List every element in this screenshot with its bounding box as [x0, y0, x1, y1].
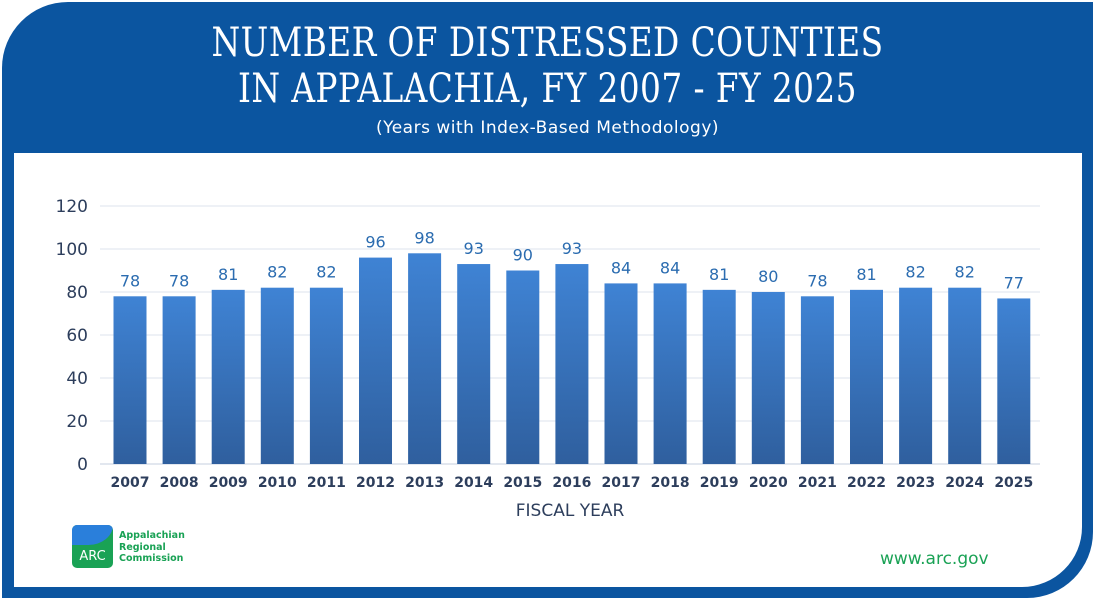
data-label: 82 [905, 263, 925, 282]
bar-2018 [653, 283, 687, 464]
data-label: 82 [955, 263, 975, 282]
bar-2023 [899, 287, 933, 464]
y-tick-label: 20 [66, 412, 88, 432]
bar-2017 [604, 283, 638, 464]
org-line-3: Commission [119, 553, 184, 564]
y-tick-label: 100 [56, 240, 88, 260]
x-tick-label: 2016 [552, 475, 591, 491]
x-tick-label: 2024 [945, 475, 984, 491]
x-tick-label: 2017 [602, 475, 641, 491]
bar-2019 [702, 289, 736, 464]
x-tick-label: 2008 [160, 475, 199, 491]
data-label: 80 [758, 267, 778, 286]
data-label: 81 [709, 265, 729, 284]
y-tick-label: 60 [66, 326, 88, 346]
x-tick-label: 2009 [209, 475, 248, 491]
data-label: 82 [267, 263, 287, 282]
y-tick-label: 80 [66, 283, 88, 303]
y-tick-label: 40 [66, 369, 88, 389]
data-label: 90 [513, 246, 533, 265]
bar-2025 [997, 298, 1031, 464]
title-line-1: NUMBER OF DISTRESSED COUNTIES [211, 20, 884, 66]
data-label: 78 [807, 271, 827, 290]
data-label: 93 [562, 239, 582, 258]
bar-2024 [948, 287, 982, 464]
data-label: 82 [316, 263, 336, 282]
org-name: Appalachian Regional Commission [119, 530, 185, 565]
org-line-2: Regional [119, 541, 166, 553]
data-label: 78 [120, 271, 140, 290]
y-tick-label: 0 [77, 455, 88, 475]
website-link[interactable]: www.arc.gov [880, 549, 989, 569]
y-tick-label: 120 [56, 197, 88, 217]
data-label: 96 [365, 233, 385, 252]
org-line-1: Appalachian [119, 530, 185, 541]
x-tick-label: 2025 [994, 475, 1033, 491]
bar-2007 [113, 296, 147, 464]
data-label: 81 [856, 265, 876, 284]
data-label: 81 [218, 265, 238, 284]
data-label: 84 [611, 258, 631, 277]
x-tick-label: 2019 [700, 475, 739, 491]
bar-2015 [506, 270, 540, 464]
bar-2014 [457, 264, 491, 464]
x-tick-label: 2011 [307, 475, 346, 491]
bar-2020 [751, 292, 785, 464]
bar-2009 [211, 289, 245, 464]
data-label: 78 [169, 271, 189, 290]
x-tick-label: 2015 [503, 475, 542, 491]
title-line-2: IN APPALACHIA, FY 2007 - FY 2025 [238, 66, 857, 112]
bar-2013 [408, 253, 442, 464]
x-tick-label: 2014 [454, 475, 493, 491]
arc-logo: ARC [72, 525, 113, 568]
bar-2010 [260, 287, 294, 464]
x-tick-label: 2021 [798, 475, 837, 491]
data-label: 98 [414, 228, 434, 247]
x-tick-label: 2010 [258, 475, 297, 491]
x-tick-label: 2013 [405, 475, 444, 491]
bar-2011 [309, 287, 343, 464]
bar-2008 [162, 296, 196, 464]
bar-2022 [850, 289, 883, 464]
subtitle: (Years with Index-Based Methodology) [375, 118, 720, 138]
bar-2021 [800, 296, 834, 464]
x-tick-label: 2007 [111, 475, 150, 491]
x-tick-label: 2023 [896, 475, 935, 491]
x-tick-label: 2022 [847, 475, 886, 491]
x-tick-label: 2018 [651, 475, 690, 491]
bar-2012 [359, 257, 392, 464]
x-axis-label: FISCAL YEAR [516, 501, 625, 521]
data-label: 84 [660, 258, 680, 277]
data-label: 77 [1004, 273, 1024, 292]
bar-2016 [555, 264, 589, 464]
x-tick-label: 2012 [356, 475, 395, 491]
x-tick-label: 2020 [749, 475, 788, 491]
logo-text: ARC [79, 549, 106, 564]
data-label: 93 [464, 239, 484, 258]
